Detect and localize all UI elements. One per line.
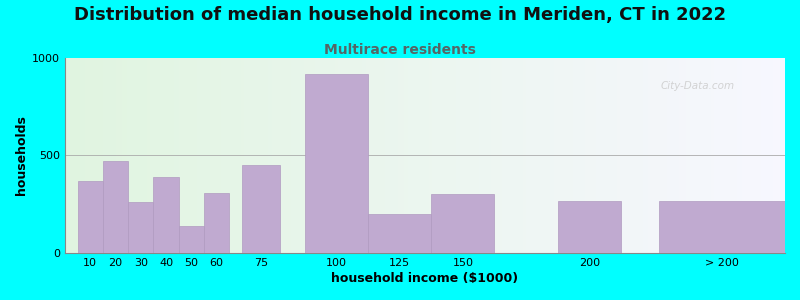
Bar (558, 201, 621, 253)
Bar (128, 202, 154, 253)
Bar (103, 161, 128, 253)
Bar (204, 193, 230, 253)
Bar (431, 194, 494, 253)
Bar (154, 177, 178, 253)
Bar (305, 74, 368, 253)
Bar (78, 181, 103, 253)
Bar (178, 226, 204, 253)
Text: Distribution of median household income in Meriden, CT in 2022: Distribution of median household income … (74, 6, 726, 24)
Bar (368, 214, 431, 253)
Bar (658, 201, 785, 253)
X-axis label: household income ($1000): household income ($1000) (331, 272, 518, 285)
Bar (242, 165, 280, 253)
Text: City-Data.com: City-Data.com (661, 81, 734, 92)
Y-axis label: households: households (15, 116, 28, 195)
Text: Multirace residents: Multirace residents (324, 44, 476, 58)
